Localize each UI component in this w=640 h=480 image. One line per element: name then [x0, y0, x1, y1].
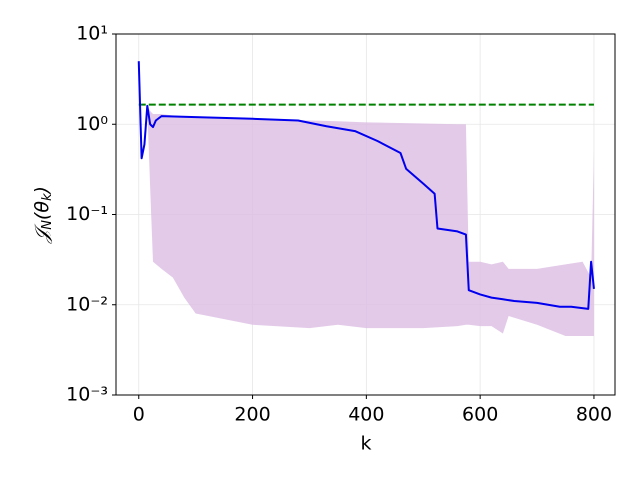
x-tick-label: 800 — [576, 404, 612, 426]
x-tick-label: 0 — [133, 404, 145, 426]
y-axis-label-part: (θ — [31, 201, 53, 220]
y-tick-label: 10⁰ — [76, 113, 108, 135]
y-tick-label: 10¹ — [76, 23, 108, 45]
y-tick-label: 10⁻² — [66, 293, 108, 315]
y-axis-label-part: k — [40, 193, 55, 201]
y-axis-label-part: ) — [31, 186, 53, 195]
y-axis-label-part: N — [40, 220, 55, 230]
y-axis-label: 𝒥N(θk) — [31, 186, 55, 244]
y-tick-label: 10⁻³ — [66, 384, 108, 406]
band — [138, 61, 594, 337]
x-tick-label: 400 — [348, 404, 384, 426]
x-tick-label: 600 — [462, 404, 498, 426]
y-tick-label: 10⁻¹ — [66, 203, 108, 225]
line — [137, 61, 595, 310]
x-tick-label: 200 — [234, 404, 270, 426]
x-axis-label: k — [360, 433, 371, 455]
